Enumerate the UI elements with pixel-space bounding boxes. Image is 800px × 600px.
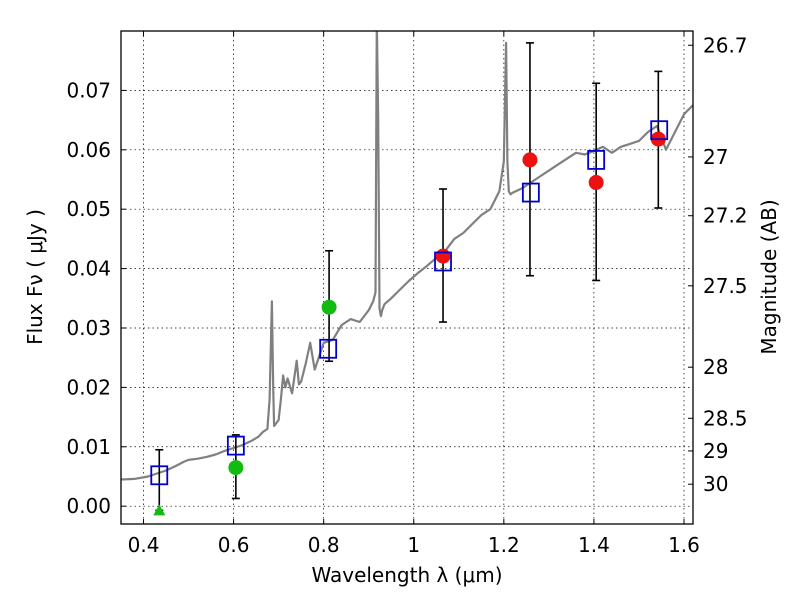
- green-data-point: [228, 460, 244, 476]
- right-tick-label: 28: [703, 355, 728, 379]
- right-tick-label: 27.5: [703, 274, 748, 298]
- right-tick-label: 26.7: [703, 33, 748, 57]
- right-tick-label: 27.2: [703, 204, 748, 228]
- x-tick-label: 0.6: [218, 533, 250, 557]
- x-axis-title: Wavelength λ (μm): [311, 563, 502, 587]
- y-tick-label: 0.02: [66, 375, 111, 399]
- model-photometry-square: [587, 149, 606, 170]
- y-tick-label: 0.06: [66, 138, 111, 162]
- upper-limit-marker: [153, 504, 166, 516]
- x-tick-label: 0.8: [308, 533, 340, 557]
- x-tick-label: 1: [407, 533, 420, 557]
- right-tick-label: 28.5: [703, 406, 748, 430]
- grid-lines: [121, 31, 693, 524]
- red-data-point: [435, 248, 451, 264]
- y-tick-label: 0.01: [66, 435, 111, 459]
- tick-labels: 0.4 0.6 0.8 1 1.2 1.4 1.6 0.00 0.01 0.02 0.03 0.04 0…: [66, 33, 747, 557]
- y-tick-label: 0.07: [66, 78, 111, 102]
- y-tick-label: 0.03: [66, 316, 111, 340]
- model-photometry-square: [226, 435, 245, 456]
- plot-frame: [120, 30, 694, 525]
- red-data-point: [522, 152, 538, 168]
- right-tick-label: 29: [703, 439, 728, 463]
- model-photometry-square: [434, 251, 452, 272]
- green-data-point: [321, 299, 337, 315]
- red-data-point: [588, 174, 604, 190]
- right-tick-label: 30: [703, 472, 728, 496]
- x-tick-label: 1.2: [488, 533, 520, 557]
- spectrum-line: [121, 31, 693, 481]
- x-tick-label: 1.6: [668, 533, 700, 557]
- data-layer: [121, 31, 693, 516]
- y-tick-label: 0.05: [66, 197, 111, 221]
- model-photometry-square: [319, 338, 338, 359]
- right-tick-label: 27: [703, 145, 728, 169]
- y-tick-label: 0.00: [66, 494, 111, 518]
- tick-marks: [121, 31, 693, 524]
- x-tick-label: 0.4: [128, 533, 160, 557]
- right-axis-title: Magnitude (AB): [757, 199, 781, 354]
- model-photometry-square: [521, 182, 540, 203]
- y-axis-title: Flux Fν ( μJy ): [23, 209, 47, 345]
- model-photometry-square: [150, 465, 169, 486]
- model-photometry-square: [650, 120, 669, 141]
- x-tick-label: 1.4: [578, 533, 610, 557]
- y-tick-label: 0.04: [66, 257, 111, 281]
